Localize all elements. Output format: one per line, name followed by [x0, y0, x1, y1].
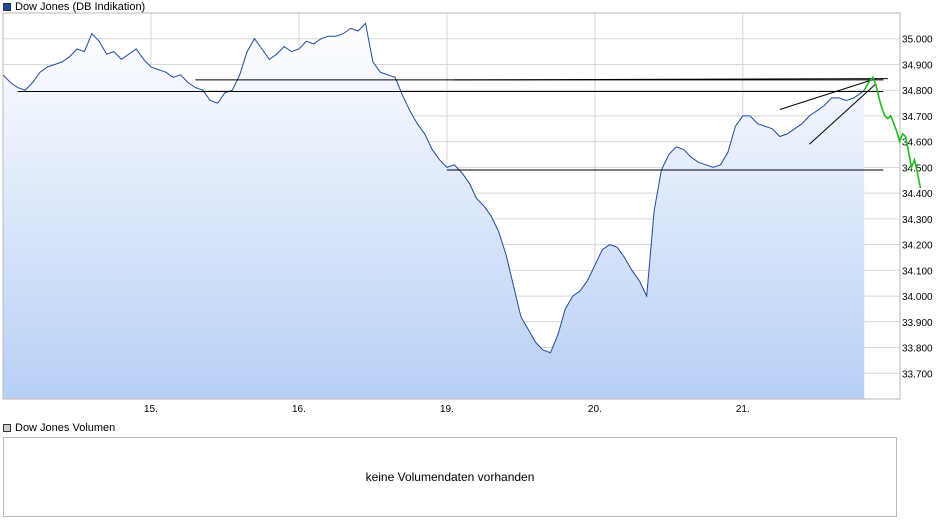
y-tick-label: 34.900: [902, 60, 933, 71]
price-legend: Dow Jones (DB Indikation): [3, 0, 145, 14]
price-chart: 35.000 34.900 34.800 34.700 34.600 34.500 34.4…: [2, 12, 933, 415]
y-tick-label: 34.000: [902, 292, 933, 303]
trend-line: [779, 78, 877, 110]
y-tick-label: 34.600: [902, 138, 933, 149]
y-tick-label: 34.400: [902, 189, 933, 200]
x-tick-label: 20.: [588, 404, 602, 415]
x-tick-label: 19.: [440, 404, 454, 415]
price-legend-label: Dow Jones (DB Indikation): [15, 1, 146, 13]
y-tick-label: 35.000: [902, 35, 933, 46]
volume-legend-label: Dow Jones Volumen: [15, 422, 116, 434]
y-tick-label: 33.900: [902, 318, 933, 329]
plot-frame: [2, 12, 901, 400]
y-tick-label: 33.700: [902, 369, 933, 380]
volume-legend-swatch: [3, 424, 11, 432]
y-tick-label: 34.300: [902, 215, 933, 226]
forecast-line: [863, 75, 922, 189]
price-line: [2, 22, 865, 354]
y-tick-label: 33.800: [902, 344, 933, 355]
volume-legend: Dow Jones Volumen: [3, 421, 115, 435]
price-legend-swatch: [3, 3, 11, 11]
y-tick-label: 34.800: [902, 86, 933, 97]
trendlines: [17, 78, 888, 171]
y-axis-labels: 35.000 34.900 34.800 34.700 34.600 34.500 34.4…: [902, 35, 933, 381]
trend-line: [809, 83, 877, 145]
volume-empty-message: keine Volumendaten vorhanden: [365, 470, 535, 484]
x-tick-label: 16.: [292, 404, 306, 415]
price-area: [3, 23, 865, 400]
volume-panel: keine Volumendaten vorhanden: [3, 437, 897, 517]
x-axis-labels: 15. 16. 19. 20. 21.: [144, 404, 750, 415]
x-tick-label: 21.: [736, 404, 750, 415]
y-tick-label: 34.700: [902, 112, 933, 123]
x-tick-label: 15.: [144, 404, 158, 415]
y-tick-label: 34.100: [902, 266, 933, 277]
trend-line: [454, 78, 888, 81]
y-tick-label: 34.500: [902, 163, 933, 174]
y-tick-label: 34.200: [902, 241, 933, 252]
